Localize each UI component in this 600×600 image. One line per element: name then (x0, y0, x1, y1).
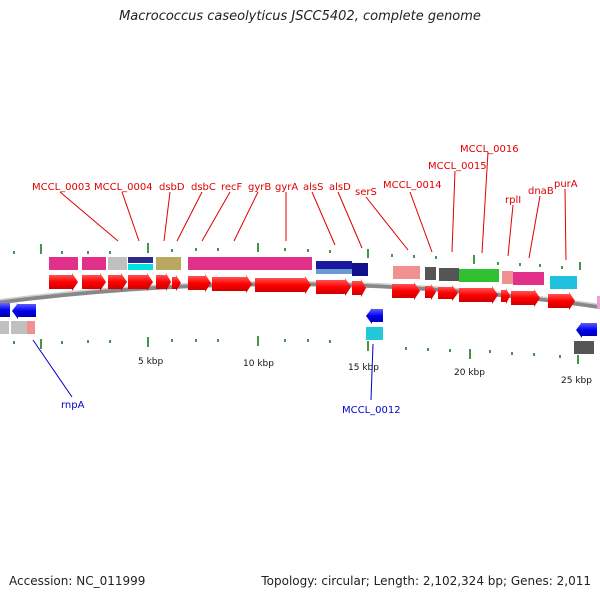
gene-cog-box (393, 266, 420, 279)
gene-cog-box (156, 257, 181, 270)
forward-gene-arrow (49, 273, 78, 291)
reverse-gene-arrow (576, 322, 597, 338)
gene-label: MCCL_0016 (460, 144, 519, 155)
gene-label: gyrA (275, 182, 298, 193)
reverse-genes (0, 303, 597, 354)
reverse-gene-labels: rnpA MCCL_0012 (61, 400, 401, 416)
gene-cog-box (425, 267, 436, 280)
forward-gene-arrow (316, 278, 351, 296)
gene-label: MCCL_0003 (32, 182, 91, 193)
gene-cog-box (366, 327, 383, 340)
reverse-gene-arrow (12, 303, 36, 319)
forward-cog-boxes (49, 257, 577, 289)
scale-label: 5 kbp (138, 357, 164, 367)
gene-label: MCCL_0004 (94, 182, 153, 193)
forward-gene-arrow (255, 276, 311, 294)
gene-cog-box (128, 264, 153, 270)
forward-gene-arrow (425, 284, 436, 300)
gene-label: rplI (505, 195, 521, 206)
gene-label: MCCL_0012 (342, 405, 401, 416)
gene-label: alsD (329, 182, 351, 193)
topology-label: Topology: circular; Length: 2,102,324 bp… (261, 574, 591, 588)
gene-cog-box (513, 272, 544, 285)
scale-label: 25 kbp (561, 376, 592, 386)
gene-label: dnaB (528, 186, 554, 197)
forward-gene-arrow (128, 273, 153, 291)
gene-cog-box (128, 257, 153, 263)
lower-ticks (13, 336, 579, 364)
gene-cog-box (439, 268, 459, 281)
forward-gene-arrow (438, 285, 458, 301)
forward-cog-box (597, 296, 600, 309)
forward-gene-arrow (459, 286, 498, 304)
gene-cog-box (188, 257, 212, 270)
scale-label: 10 kbp (243, 359, 274, 369)
gene-cog-box (255, 257, 312, 270)
gene-label: dsbC (191, 182, 216, 193)
map-title: Macrococcus caseolyticus JSCC5402, compl… (119, 9, 481, 24)
gene-label: MCCL_0015 (428, 161, 487, 172)
gene-cog-box (108, 257, 127, 270)
reverse-leader-lines (32, 339, 374, 401)
gene-cog-box (0, 321, 9, 334)
gene-label: MCCL_0014 (383, 180, 442, 191)
forward-gene-arrow (511, 289, 540, 307)
scale-label: 20 kbp (454, 368, 485, 378)
gene-label: rnpA (61, 400, 85, 411)
forward-leader-lines (59, 151, 567, 261)
gene-cog-box (459, 269, 499, 282)
reverse-gene-arrow (0, 303, 10, 317)
gene-cog-box (352, 263, 368, 276)
gene-label: gyrB (248, 182, 271, 193)
forward-gene-arrow (352, 279, 366, 297)
forward-gene-arrow (172, 275, 181, 291)
forward-gene-arrow (188, 274, 211, 292)
gene-label: purA (554, 179, 578, 190)
scale-labels: 5 kbp 10 kbp 15 kbp 20 kbp 25 kbp (138, 357, 592, 386)
gene-label: alsS (303, 182, 323, 193)
gene-label: recF (221, 182, 243, 193)
gene-cog-box (212, 257, 255, 270)
reverse-gene-arrow (366, 308, 383, 324)
forward-gene-arrow (548, 292, 575, 310)
upper-ticks (13, 243, 581, 270)
gene-cog-box (574, 341, 594, 354)
gene-cog-box (502, 271, 513, 284)
scale-label: 15 kbp (348, 363, 379, 373)
forward-gene-arrow (212, 275, 252, 293)
gene-label: dsbD (159, 182, 185, 193)
gene-cog-box (27, 321, 35, 334)
gene-cog-box (550, 276, 577, 289)
gene-cog-box (82, 257, 106, 270)
forward-gene-arrow (108, 273, 127, 291)
gene-cog-box (49, 257, 78, 270)
gene-cog-box (11, 321, 27, 334)
gene-label: serS (355, 187, 377, 198)
forward-gene-arrow (392, 282, 420, 300)
forward-gene-labels: MCCL_0003 MCCL_0004 dsbD dsbC recF gyrB … (32, 144, 578, 206)
forward-gene-arrow (82, 273, 106, 291)
forward-gene-arrow (156, 273, 171, 291)
forward-gene-arrows (49, 273, 600, 310)
accession-label: Accession: NC_011999 (9, 574, 146, 588)
gene-cog-box (316, 261, 352, 269)
gene-cog-box (316, 269, 352, 274)
forward-gene-arrow (501, 288, 510, 304)
